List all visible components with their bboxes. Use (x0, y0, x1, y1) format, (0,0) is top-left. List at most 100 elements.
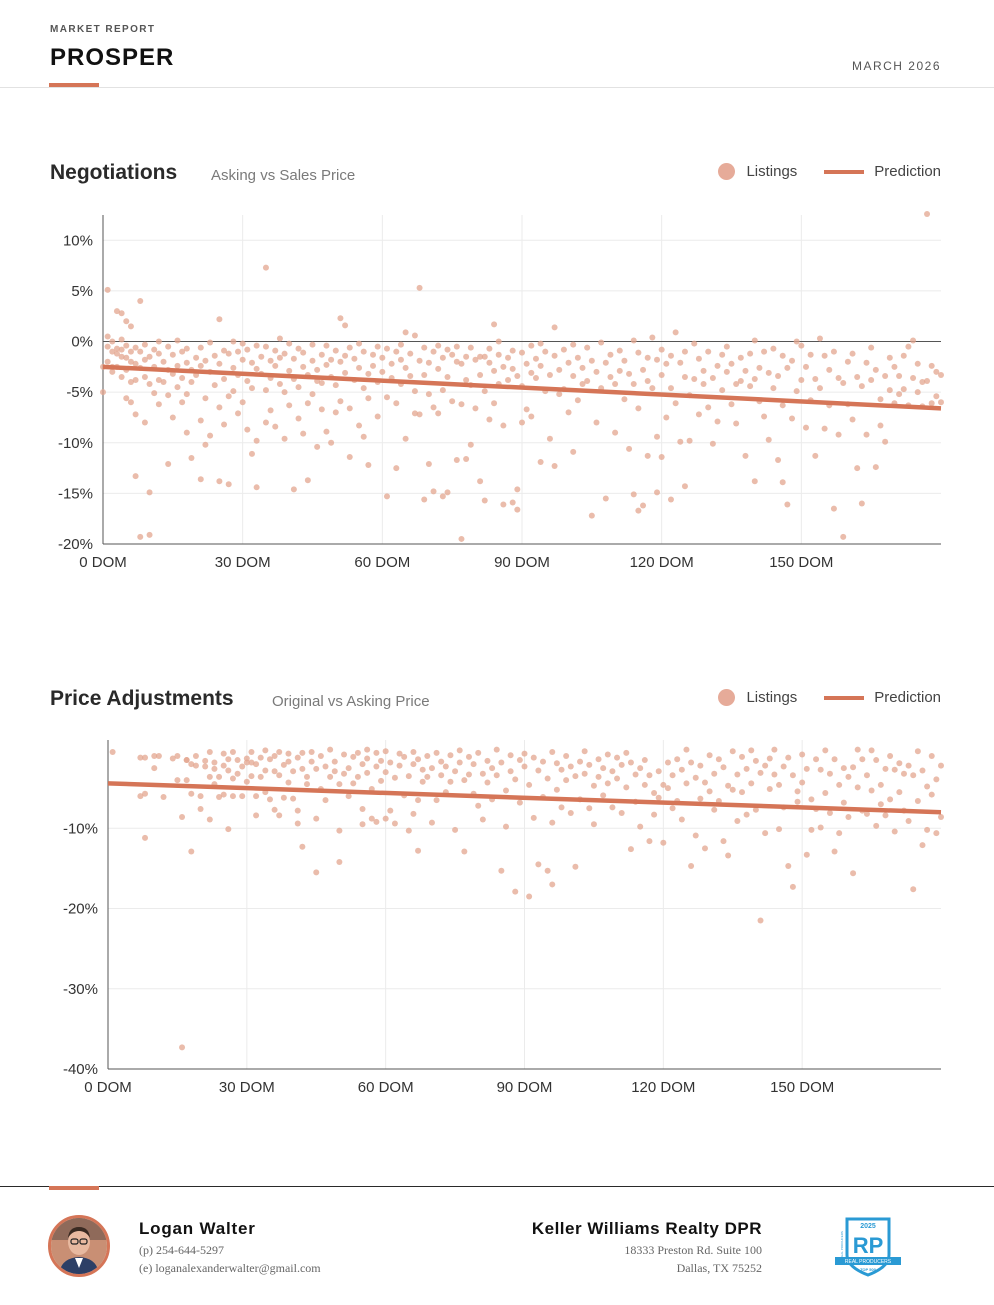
listing-point (411, 388, 418, 395)
listing-point (132, 473, 139, 480)
badge-monogram: RP (853, 1233, 884, 1258)
listing-point (192, 762, 199, 769)
listing-point (546, 435, 553, 442)
listing-point (602, 359, 609, 366)
listing-point (141, 419, 148, 426)
listing-point (761, 348, 768, 355)
listing-point (442, 763, 449, 770)
listing-point (830, 348, 837, 355)
listing-point (863, 359, 870, 366)
listing-point (924, 783, 931, 790)
listing-point (113, 345, 120, 352)
listing-point (549, 749, 556, 756)
listing-point (290, 486, 297, 493)
listing-point (858, 500, 865, 507)
listing-point (183, 429, 190, 436)
x-tick-label: 120 DOM (630, 554, 694, 571)
listing-point (253, 365, 260, 372)
listing-point (405, 827, 412, 834)
listing-point (914, 797, 921, 804)
listing-point (430, 488, 437, 495)
listing-point (706, 788, 713, 795)
listing-point (933, 776, 940, 783)
listing-point (493, 772, 500, 779)
y-tick-label: -10% (63, 820, 98, 837)
listing-point (614, 775, 621, 782)
listing-point (779, 352, 786, 359)
listing-point (258, 353, 265, 360)
listing-point (882, 765, 889, 772)
listing-point (549, 819, 556, 826)
listing-point (378, 777, 385, 784)
listing-point (891, 766, 898, 773)
listing-point (849, 416, 856, 423)
listing-point (234, 757, 241, 764)
listing-point (808, 826, 815, 833)
listing-point (267, 357, 274, 364)
listing-point (244, 426, 251, 433)
listing-point (747, 383, 754, 390)
listing-point (402, 329, 409, 336)
listing-point (179, 348, 186, 355)
listing-point (802, 424, 809, 431)
listing-point (127, 358, 134, 365)
listing-point (877, 396, 884, 403)
listing-point (360, 348, 367, 355)
listing-point (775, 372, 782, 379)
listing-point (244, 378, 251, 385)
listing-point (742, 452, 749, 459)
listing-point (465, 753, 472, 760)
listing-point (686, 437, 693, 444)
listing-point (276, 381, 283, 388)
listing-point (183, 359, 190, 366)
listing-point (248, 359, 255, 366)
listing-point (225, 393, 232, 400)
listing-point (248, 759, 255, 766)
listing-point (771, 771, 778, 778)
listing-point (681, 348, 688, 355)
listing-point (271, 806, 278, 813)
x-tick-label: 0 DOM (79, 554, 127, 571)
listing-point (350, 780, 357, 787)
listing-point (229, 749, 236, 756)
listing-point (660, 839, 667, 846)
listing-point (202, 763, 209, 770)
listing-point (262, 264, 269, 271)
listing-point (584, 378, 591, 385)
listing-point (342, 352, 349, 359)
listing-point (854, 465, 861, 472)
listing-point (118, 310, 125, 317)
listing-point (197, 806, 204, 813)
listing-point (202, 357, 209, 364)
listing-point (456, 759, 463, 766)
listing-point (581, 770, 588, 777)
listing-point (364, 769, 371, 776)
listing-point (280, 794, 287, 801)
listing-point (725, 782, 732, 789)
listing-point (467, 344, 474, 351)
listing-point (411, 410, 418, 417)
listing-point (705, 348, 712, 355)
listing-point (728, 401, 735, 408)
listing-point (300, 430, 307, 437)
badge-banner: REAL PRODUCERS (845, 1259, 892, 1265)
listing-point (600, 792, 607, 799)
listing-point (683, 780, 690, 787)
listing-point (793, 388, 800, 395)
listing-point (672, 400, 679, 407)
listing-point (477, 478, 484, 485)
listing-point (465, 771, 472, 778)
listing-point (127, 379, 134, 386)
listing-point (747, 350, 754, 357)
agent-name: Logan Walter (139, 1219, 256, 1238)
listing-point (379, 354, 386, 361)
listing-point (354, 749, 361, 756)
listing-point (281, 389, 288, 396)
listing-point (435, 365, 442, 372)
listing-point (216, 360, 223, 367)
listing-point (701, 845, 708, 852)
listing-point (216, 773, 223, 780)
listing-point (507, 768, 514, 775)
listing-point (354, 773, 361, 780)
listing-point (863, 431, 870, 438)
